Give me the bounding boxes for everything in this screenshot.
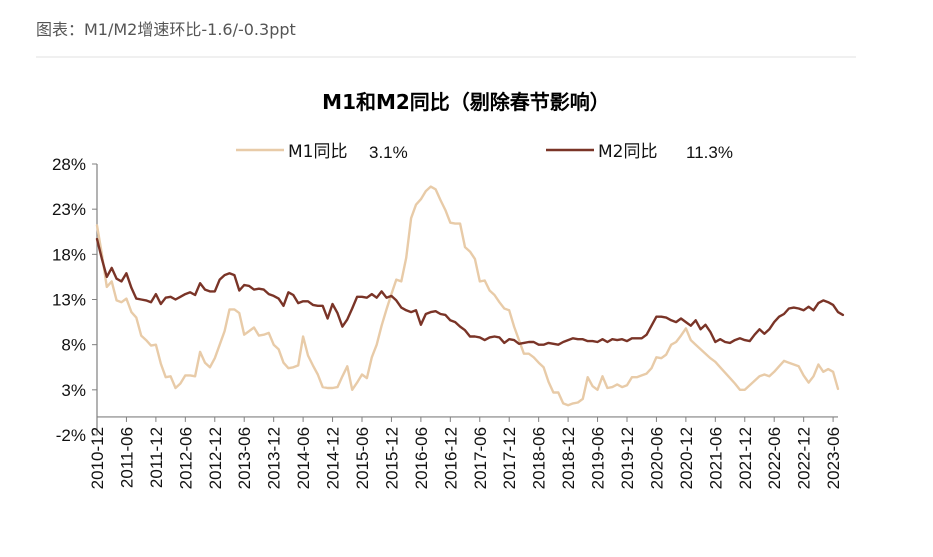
x-tick-label: 2020-06 bbox=[647, 427, 666, 489]
x-tick-label: 2012-06 bbox=[176, 427, 195, 489]
y-tick-label: 18% bbox=[52, 245, 86, 264]
x-tick-label: 2014-06 bbox=[294, 427, 313, 489]
x-tick-label: 2014-12 bbox=[324, 427, 343, 489]
y-tick-label: 13% bbox=[52, 291, 86, 310]
chart-title: M1和M2同比（剔除春节影响） bbox=[322, 90, 610, 114]
legend-value-m2: 11.3% bbox=[686, 143, 733, 162]
x-tick-label: 2019-12 bbox=[618, 427, 637, 489]
series-line-m2 bbox=[95, 237, 845, 346]
legend-label-m2: M2同比 bbox=[598, 142, 657, 162]
x-tick-label: 2023-06 bbox=[824, 427, 843, 489]
x-tick-label: 2020-12 bbox=[677, 427, 696, 489]
series-line-m1 bbox=[95, 185, 840, 407]
x-tick-label: 2016-06 bbox=[412, 427, 431, 489]
x-tick-label: 2022-12 bbox=[795, 427, 814, 489]
y-tick-label: 8% bbox=[61, 336, 86, 355]
x-tick-label: 2012-12 bbox=[206, 427, 225, 489]
y-tick-label: -2% bbox=[56, 426, 86, 445]
x-tick-label: 2010-12 bbox=[88, 427, 107, 489]
legend-label-m1: M1同比 bbox=[288, 142, 347, 162]
x-tick-label: 2021-06 bbox=[706, 427, 725, 489]
legend-value-m1: 3.1% bbox=[369, 143, 408, 162]
x-tick-label: 2013-06 bbox=[235, 427, 254, 489]
x-tick-label: 2021-12 bbox=[736, 427, 755, 489]
x-tick-label: 2022-06 bbox=[765, 427, 784, 489]
x-tick-label: 2018-12 bbox=[559, 427, 578, 489]
x-tick-label: 2017-12 bbox=[500, 427, 519, 489]
x-tick-label: 2016-12 bbox=[441, 427, 460, 489]
x-tick-label: 2011-12 bbox=[147, 427, 166, 488]
x-tick-label: 2013-12 bbox=[265, 427, 284, 489]
x-tick-label: 2017-06 bbox=[471, 427, 490, 489]
x-tick-label: 2018-06 bbox=[530, 427, 549, 489]
x-tick-label: 2015-06 bbox=[353, 427, 372, 489]
y-tick-label: 3% bbox=[61, 381, 86, 400]
x-tick-label: 2011-06 bbox=[117, 427, 136, 488]
x-tick-label: 2019-06 bbox=[589, 427, 608, 489]
x-tick-label: 2015-12 bbox=[382, 427, 401, 489]
y-tick-label: 28% bbox=[52, 155, 86, 174]
figure-caption: 图表：M1/M2增速环比-1.6/-0.3ppt bbox=[36, 20, 296, 39]
y-tick-label: 23% bbox=[52, 200, 86, 219]
caption-divider bbox=[36, 56, 856, 58]
